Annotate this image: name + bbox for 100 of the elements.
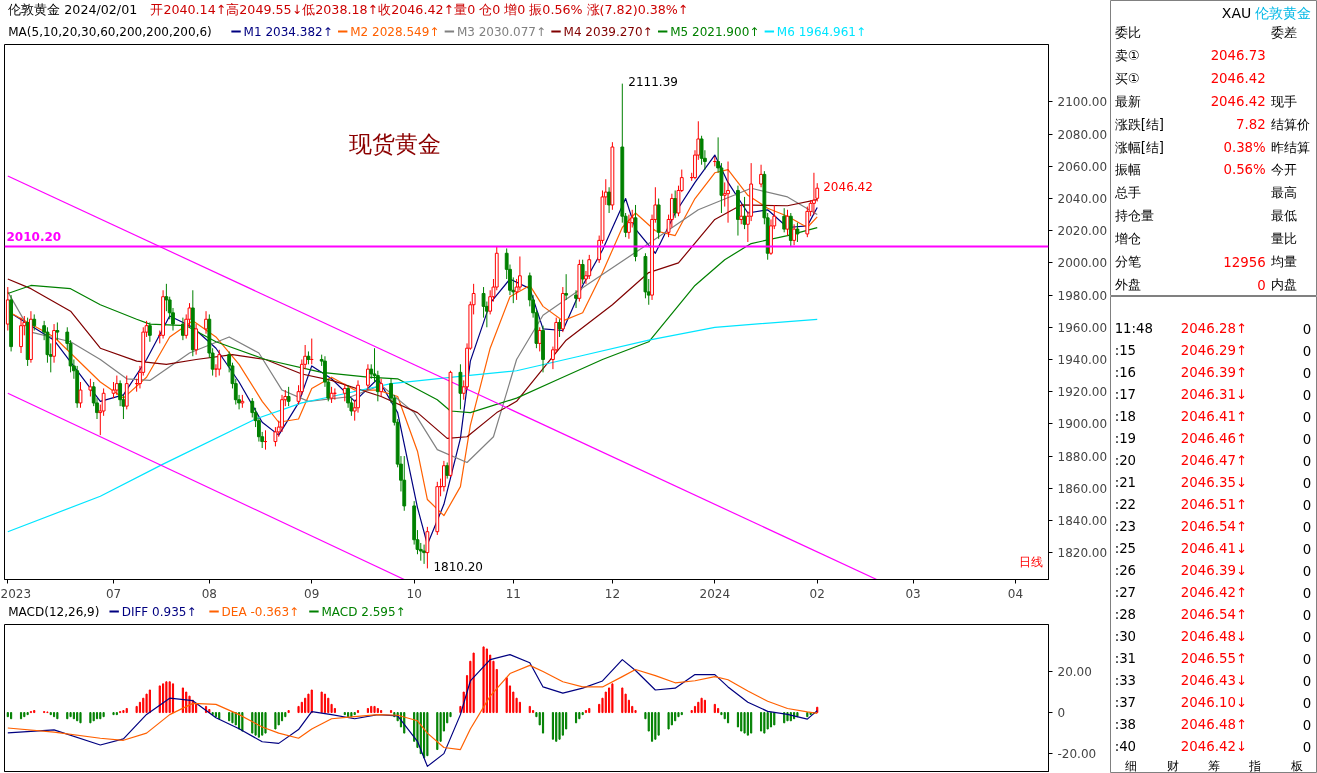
text: 2046.51↑ — [1180, 497, 1248, 512]
y-tick-label: 0 — [1057, 706, 1066, 721]
annotation: 1810.20 — [433, 559, 484, 574]
category-label: 最低 — [1270, 208, 1297, 224]
category-label: 增仓 — [1113, 231, 1141, 247]
category-label: :37 — [1114, 695, 1137, 710]
chart-subtitle: 开2040.14↑高2049.55↓低2038.18↑收2046.42↑量0 仓0 增0 振0.56% 涨(7.82)0.38%↑ — [150, 2, 689, 17]
text: 0.56% — [1223, 162, 1266, 178]
x-tick-label: 2024 — [699, 586, 731, 601]
text: 2046.31↓ — [1180, 387, 1248, 402]
category-label: :21 — [1114, 475, 1137, 490]
category-label: 外盘 — [1114, 277, 1141, 292]
text: 细 — [1125, 758, 1138, 773]
legend-label: M1 2034.382↑ — [243, 24, 333, 39]
legend-label: M4 2039.270↑ — [563, 24, 653, 39]
text: 2046.47↑ — [1180, 453, 1248, 468]
text: 2046.46↑ — [1180, 431, 1248, 446]
category-label: 持仓量 — [1114, 208, 1154, 224]
category-label: 分笔 — [1114, 254, 1141, 270]
legend-label: DIFF 0.935↑ — [121, 604, 197, 619]
y-tick-label: 20.00 — [1057, 665, 1092, 680]
text: 2046.29↑ — [1180, 343, 1248, 358]
text: 2046.41↑ — [1180, 409, 1248, 424]
text: 2046.48↑ — [1180, 717, 1248, 732]
legend-label: M2 2028.549↑ — [350, 24, 440, 39]
y-tick-label: -20.00 — [1057, 747, 1097, 762]
legend-title: MA(5,10,20,30,60,200,200,200,6) — [8, 24, 212, 39]
y-tick-label: 2060.00 — [1057, 159, 1108, 174]
legend-title: MACD(12,26,9) — [8, 604, 100, 619]
category-label: 内盘 — [1270, 277, 1297, 292]
legend-label: MACD 2.595↑ — [321, 604, 406, 619]
category-label: :20 — [1114, 453, 1137, 468]
category-label: 0 — [1302, 695, 1312, 711]
category-label: 0 — [1302, 409, 1312, 425]
category-label: :22 — [1114, 497, 1137, 512]
y-tick-label: 2020.00 — [1057, 224, 1108, 239]
category-label: 0 — [1302, 651, 1312, 667]
category-label: 量比 — [1270, 231, 1297, 247]
category-label: 0 — [1302, 607, 1312, 623]
y-tick-label: 1980.00 — [1057, 288, 1108, 303]
category-label: :16 — [1114, 365, 1137, 380]
x-tick-label: 10 — [406, 586, 422, 601]
category-label: 0 — [1302, 563, 1312, 579]
category-label: :40 — [1114, 739, 1137, 754]
category-label: 现手 — [1270, 93, 1297, 109]
chart-title: 伦敦黄金 2024/02/01 — [8, 2, 138, 17]
text: 2046.10↓ — [1180, 695, 1248, 710]
legend-label: M5 2021.900↑ — [670, 24, 760, 39]
y-tick-label: 1960.00 — [1057, 320, 1108, 335]
category-label: 0 — [1302, 497, 1312, 513]
text: 2046.42↓ — [1180, 739, 1248, 754]
category-label: :15 — [1114, 343, 1137, 358]
text: 7.82 — [1236, 117, 1266, 133]
category-label: 委差 — [1270, 25, 1297, 40]
category-label: :27 — [1114, 585, 1137, 600]
text: 2046.41↓ — [1180, 541, 1248, 556]
y-tick-label: 2000.00 — [1057, 256, 1108, 271]
ref-line-label: 2010.20 — [6, 230, 62, 245]
x-tick-label: 03 — [905, 586, 921, 601]
legend-label: M6 1964.961↑ — [776, 24, 866, 39]
text: 2046.55↑ — [1180, 651, 1248, 666]
y-tick-label: 1840.00 — [1057, 513, 1108, 528]
category-label: 0 — [1302, 673, 1312, 689]
category-label: 总手 — [1113, 185, 1141, 201]
text: 2046.54↑ — [1180, 519, 1248, 534]
category-label: :26 — [1114, 563, 1137, 578]
y-tick-label: 1860.00 — [1057, 481, 1108, 496]
annotation: 日线 — [1019, 554, 1044, 569]
text: 2046.42 — [1210, 71, 1266, 87]
x-tick-label: 2023 — [0, 586, 32, 601]
category-label: 0 — [1302, 453, 1312, 469]
annotation: 2111.39 — [628, 75, 678, 90]
category-label: :31 — [1114, 651, 1137, 666]
y-tick-label: 2040.00 — [1057, 192, 1108, 207]
text: 0 — [1257, 277, 1266, 293]
category-label: 0 — [1302, 519, 1312, 535]
text: 0.38% — [1223, 139, 1266, 155]
category-label: :23 — [1114, 519, 1137, 534]
category-label: 涨跌[结] — [1114, 116, 1165, 132]
text: 2046.39↑ — [1180, 365, 1248, 380]
text: 2046.35↓ — [1180, 475, 1248, 490]
category-label: 0 — [1302, 585, 1312, 601]
category-label: 0 — [1302, 431, 1312, 447]
category-label: 0 — [1302, 629, 1312, 645]
text: 2046.28↑ — [1180, 321, 1248, 336]
annotation: 现货黄金 — [349, 130, 442, 157]
x-tick-label: 11 — [505, 586, 521, 601]
category-label: :19 — [1114, 431, 1137, 446]
legend-label: DEA -0.363↑ — [221, 604, 300, 619]
text: 2046.43↓ — [1180, 673, 1248, 688]
x-tick-label: 12 — [604, 586, 621, 601]
category-label: :33 — [1114, 673, 1137, 688]
category-label: :28 — [1114, 607, 1137, 622]
x-tick-label: 07 — [105, 586, 122, 601]
category-label: 0 — [1302, 739, 1312, 755]
category-label: 振幅 — [1114, 162, 1141, 178]
text: 12956 — [1223, 254, 1266, 270]
category-label: :18 — [1114, 409, 1137, 424]
category-label: 今开 — [1270, 162, 1297, 178]
text: 2046.39↓ — [1180, 563, 1248, 578]
